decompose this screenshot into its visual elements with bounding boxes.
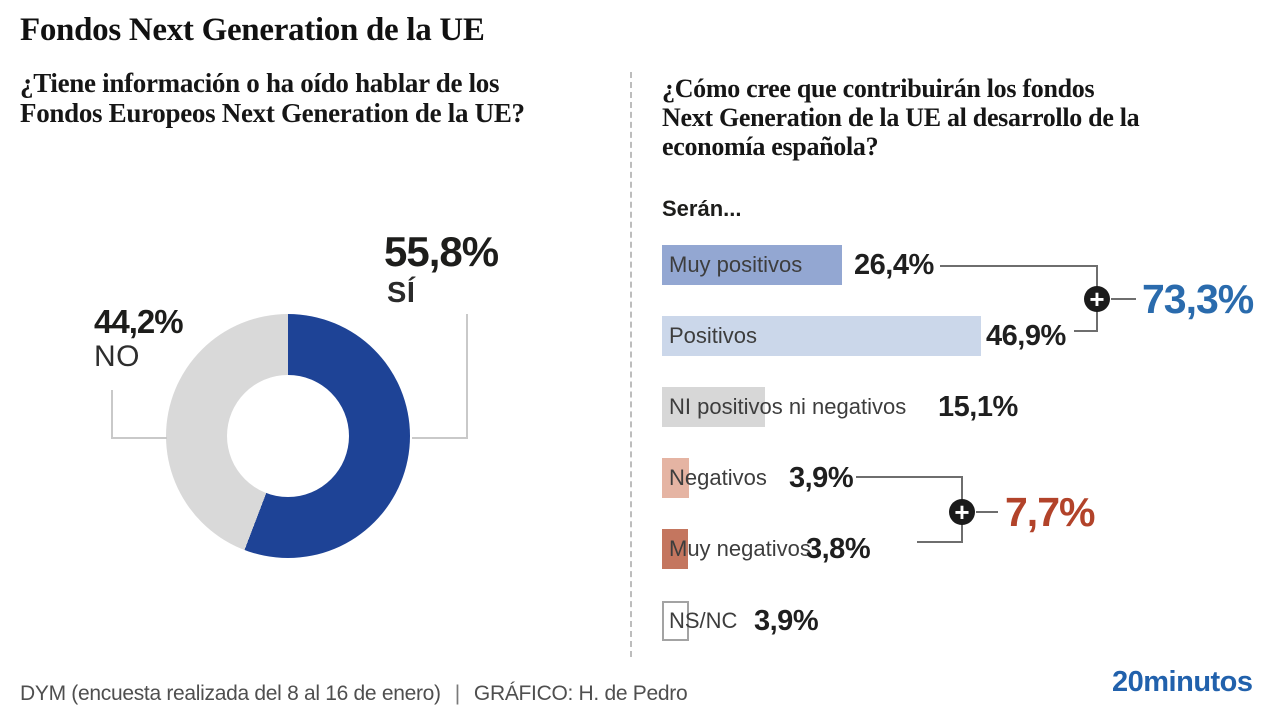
bracket-negative-total-line	[976, 511, 998, 513]
right-chart-question: ¿Cómo cree que contribuirán los fondos N…	[662, 74, 1140, 161]
bar-label-ni-positivos-ni-negativos: NI positivos ni negativos	[669, 394, 907, 419]
bar-label-muy-negativos: Muy negativos	[669, 536, 811, 561]
right-question-line-1: ¿Cómo cree que contribuirán los fondos	[662, 74, 1095, 103]
bar-ni-positivos-ni-negativos	[662, 387, 765, 427]
donut-label-si: SÍ	[387, 277, 416, 309]
left-chart-question: ¿Tiene información o ha oído hablar de l…	[20, 68, 525, 128]
bar-row-muy-positivos: Muy positivos 26,4%	[662, 245, 1162, 285]
bar-row-ni-positivos-ni-negativos: NI positivos ni negativos 15,1%	[662, 387, 1162, 427]
left-question-line-2: Fondos Europeos Next Generation de la UE…	[20, 98, 525, 128]
bar-label-ns-nc: NS/NC	[669, 608, 738, 633]
donut-value-no: 44,2%	[94, 303, 184, 340]
donut-label-no: NO	[94, 340, 140, 373]
brand-logo: 20minutos	[1112, 666, 1253, 698]
bar-value-ni-positivos-ni-negativos: 15,1%	[938, 390, 1018, 423]
credit-text: GRÁFICO: H. de Pedro	[473, 682, 688, 705]
bar-negativos	[662, 458, 689, 498]
leader-line-si-horizontal	[412, 437, 468, 439]
right-question-line-3: economía española?	[662, 132, 879, 161]
bar-row-muy-negativos: Muy negativos 3,8%	[662, 529, 1162, 569]
bar-value-ns-nc: 3,9%	[754, 604, 819, 637]
bracket-negative-bottom-line	[917, 541, 963, 543]
aggregate-negative-value: 7,7%	[1005, 489, 1095, 535]
aggregate-positive-value: 73,3%	[1142, 276, 1254, 322]
leader-line-si-vertical	[466, 314, 468, 439]
column-divider	[630, 72, 632, 657]
donut-value-si: 55,8%	[384, 228, 499, 275]
footer-separator: |	[454, 682, 460, 705]
bar-value-negativos: 3,9%	[789, 461, 854, 494]
bar-label-muy-positivos: Muy positivos	[669, 252, 803, 277]
bar-value-muy-negativos: 3,8%	[806, 532, 871, 565]
leader-line-no-vertical	[111, 390, 113, 437]
bar-label-positivos: Positivos	[669, 323, 758, 348]
footer: DYM (encuesta realizada del 8 al 16 de e…	[20, 682, 688, 706]
bar-muy-positivos	[662, 245, 842, 285]
bar-row-negativos: Negativos 3,9%	[662, 458, 1162, 498]
bracket-positive-total-line	[1111, 298, 1136, 300]
source-text: DYM (encuesta realizada del 8 al 16 de e…	[20, 682, 441, 705]
bar-ns-nc	[662, 601, 689, 641]
plus-icon	[949, 499, 975, 525]
leader-line-no-horizontal	[111, 437, 167, 439]
bar-chart-intro: Serán...	[662, 196, 742, 221]
bar-row-positivos: Positivos 46,9%	[662, 316, 1162, 356]
bar-positivos	[662, 316, 981, 356]
bracket-positive-top-line	[940, 265, 1098, 267]
plus-icon	[1084, 286, 1110, 312]
donut-hole	[227, 375, 349, 497]
bar-value-muy-positivos: 26,4%	[854, 248, 934, 281]
bar-row-ns-nc: NS/NC 3,9%	[662, 601, 1162, 641]
left-question-line-1: ¿Tiene información o ha oído hablar de l…	[20, 68, 500, 98]
right-question-line-2: Next Generation de la UE al desarrollo d…	[662, 103, 1140, 132]
bar-value-positivos: 46,9%	[986, 319, 1066, 352]
bracket-negative-top-line	[856, 476, 963, 478]
bar-muy-negativos	[662, 529, 688, 569]
page-title: Fondos Next Generation de la UE	[20, 12, 485, 48]
bracket-positive-bottom-line	[1074, 330, 1098, 332]
donut-chart	[166, 314, 410, 558]
bar-label-negativos: Negativos	[669, 465, 767, 490]
